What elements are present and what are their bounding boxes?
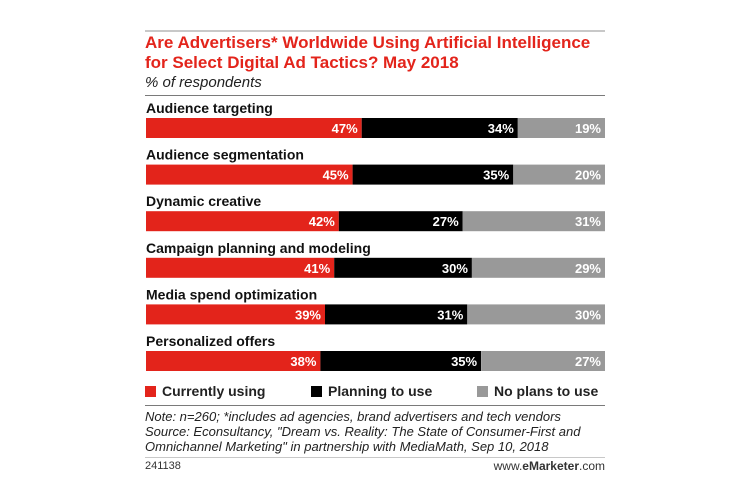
chart-legend: Currently using Planning to use No plans… (145, 383, 610, 399)
brand-prefix: www. (493, 459, 523, 473)
bar-planning-to-use-personalized-offers (320, 351, 481, 371)
data-label-no-plans-to-use-audience-targeting: 19% (575, 121, 601, 136)
data-label-currently-using-personalized-offers: 38% (290, 354, 316, 369)
data-label-no-plans-to-use-media-spend-optimization: 30% (575, 307, 601, 322)
brand-url[interactable]: www.eMarketer.com (494, 459, 605, 473)
data-label-currently-using-media-spend-optimization: 39% (295, 307, 321, 322)
legend-item-currently-using: Currently using (145, 383, 265, 399)
data-label-currently-using-campaign-planning-and-modeling: 41% (304, 261, 330, 276)
footer-bottom-rule (145, 457, 605, 458)
chart-title: Are Advertisers* Worldwide Using Artific… (145, 33, 591, 72)
source-line: Source: Econsultancy, "Dream vs. Reality… (145, 424, 581, 439)
category-label-personalized-offers: Personalized offers (146, 333, 275, 349)
bar-no-plans-to-use-dynamic-creative (462, 211, 605, 232)
data-label-no-plans-to-use-campaign-planning-and-modeling: 29% (575, 261, 601, 276)
data-label-no-plans-to-use-dynamic-creative: 31% (575, 214, 601, 229)
bar-currently-using-audience-targeting (146, 118, 362, 138)
bar-no-plans-to-use-audience-targeting (517, 118, 605, 138)
category-label-dynamic-creative: Dynamic creative (146, 193, 261, 209)
category-label-audience-segmentation: Audience segmentation (146, 147, 304, 163)
data-label-currently-using-audience-segmentation: 45% (323, 168, 349, 183)
bar-currently-using-audience-segmentation (146, 164, 353, 185)
bar-no-plans-to-use-audience-segmentation (513, 164, 605, 185)
data-label-currently-using-dynamic-creative: 42% (309, 214, 335, 229)
legend-item-no-plans-to-use: No plans to use (477, 383, 598, 399)
bar-planning-to-use-audience-segmentation (352, 164, 514, 185)
title-top-rule (145, 30, 605, 32)
legend-swatch-planning-to-use (311, 385, 322, 397)
bar-planning-to-use-dynamic-creative (338, 211, 463, 232)
category-label-media-spend-optimization: Media spend optimization (146, 286, 317, 302)
data-label-currently-using-audience-targeting: 47% (332, 121, 358, 136)
data-label-planning-to-use-audience-segmentation: 35% (483, 168, 509, 183)
source-line-continued: Omnichannel Marketing" in partnership wi… (145, 439, 549, 454)
bar-currently-using-dynamic-creative (146, 211, 339, 232)
bar-no-plans-to-use-personalized-offers (481, 351, 605, 371)
chart-subtitle: % of respondents (145, 74, 262, 91)
source-notes: Note: n=260; *includes ad agencies, bran… (145, 409, 610, 454)
bar-planning-to-use-audience-targeting (361, 118, 518, 138)
bar-currently-using-personalized-offers (146, 351, 321, 371)
data-label-planning-to-use-audience-targeting: 34% (488, 121, 514, 136)
bar-currently-using-campaign-planning-and-modeling (146, 257, 335, 278)
note-line: Note: n=260; *includes ad agencies, bran… (145, 409, 561, 424)
chart-id: 241138 (145, 460, 181, 472)
data-label-no-plans-to-use-audience-segmentation: 20% (575, 168, 601, 183)
legend-swatch-currently-using (145, 385, 156, 397)
bar-planning-to-use-campaign-planning-and-modeling (334, 257, 472, 278)
bar-no-plans-to-use-media-spend-optimization (467, 304, 605, 325)
data-label-planning-to-use-personalized-offers: 35% (451, 354, 477, 369)
bar-currently-using-media-spend-optimization (146, 304, 325, 325)
data-label-planning-to-use-dynamic-creative: 27% (433, 214, 459, 229)
category-label-audience-targeting: Audience targeting (146, 100, 273, 116)
legend-label-planning-to-use: Planning to use (328, 383, 433, 399)
legend-label-no-plans-to-use: No plans to use (494, 383, 599, 399)
legend-label-currently-using: Currently using (162, 383, 266, 399)
bar-planning-to-use-media-spend-optimization (325, 304, 468, 325)
brand-suffix: .com (578, 459, 605, 473)
header-divider (145, 95, 605, 96)
category-label-campaign-planning-and-modeling: Campaign planning and modeling (146, 240, 371, 256)
stacked-bar-chart: Audience targeting 47% 34% 19% Audience segm… (146, 100, 605, 371)
data-label-planning-to-use-media-spend-optimization: 31% (437, 307, 463, 322)
legend-swatch-no-plans-to-use (477, 385, 488, 397)
bar-no-plans-to-use-campaign-planning-and-modeling (471, 257, 605, 278)
data-label-planning-to-use-campaign-planning-and-modeling: 30% (442, 261, 468, 276)
legend-item-planning-to-use: Planning to use (311, 383, 432, 399)
brand-name: eMarketer (522, 459, 579, 473)
footer-divider (145, 405, 605, 406)
data-label-no-plans-to-use-personalized-offers: 27% (575, 354, 601, 369)
